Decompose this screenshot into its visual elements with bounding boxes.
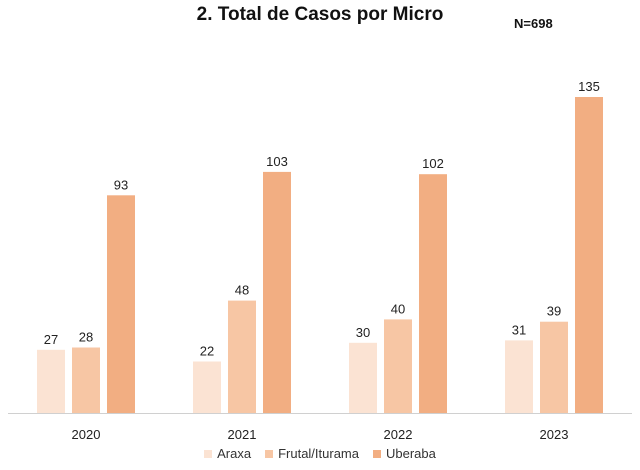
data-label-araxa-2023: 31 bbox=[512, 322, 526, 337]
data-label-frutal-iturama-2020: 28 bbox=[79, 330, 93, 345]
legend-label-uberaba: Uberaba bbox=[386, 446, 436, 461]
bar-uberaba-2020 bbox=[107, 195, 135, 413]
data-label-uberaba-2023: 135 bbox=[578, 79, 600, 94]
legend-label-frutal-iturama: Frutal/Iturama bbox=[278, 446, 359, 461]
data-label-uberaba-2022: 102 bbox=[422, 156, 444, 171]
legend-swatch-araxa bbox=[204, 449, 213, 458]
legend-label-araxa: Araxa bbox=[217, 446, 252, 461]
bar-araxa-2022 bbox=[349, 342, 377, 413]
legend-swatch-frutal-iturama bbox=[265, 449, 274, 458]
data-label-araxa-2020: 27 bbox=[44, 332, 58, 347]
bar-frutal-iturama-2021 bbox=[228, 300, 256, 413]
sample-size-note: N=698 bbox=[514, 16, 553, 31]
bar-frutal-iturama-2020 bbox=[72, 347, 100, 413]
data-label-frutal-iturama-2023: 39 bbox=[547, 304, 561, 319]
x-tick-label-2020: 2020 bbox=[72, 427, 101, 442]
legend-swatch-uberaba bbox=[373, 449, 381, 458]
bar-frutal-iturama-2022 bbox=[384, 319, 412, 413]
data-label-frutal-iturama-2021: 48 bbox=[235, 283, 249, 298]
bar-araxa-2021 bbox=[193, 361, 221, 413]
legend-item-frutal-iturama: Frutal/Iturama bbox=[265, 446, 359, 461]
legend: Araxa Frutal/Iturama Uberaba bbox=[0, 446, 640, 461]
x-tick-label-2021: 2021 bbox=[228, 427, 257, 442]
bar-uberaba-2021 bbox=[263, 171, 291, 413]
data-label-frutal-iturama-2022: 40 bbox=[391, 301, 405, 316]
bar-uberaba-2023 bbox=[575, 97, 603, 413]
bar-frutal-iturama-2023 bbox=[540, 321, 568, 413]
data-label-uberaba-2021: 103 bbox=[266, 154, 288, 169]
x-tick-label-2022: 2022 bbox=[384, 427, 413, 442]
data-label-araxa-2021: 22 bbox=[200, 344, 214, 359]
bar-araxa-2023 bbox=[505, 340, 533, 413]
bar-araxa-2020 bbox=[37, 349, 65, 413]
bar-uberaba-2022 bbox=[419, 174, 447, 413]
legend-item-uberaba: Uberaba bbox=[373, 446, 436, 461]
data-label-araxa-2022: 30 bbox=[356, 325, 370, 340]
x-tick-label-2023: 2023 bbox=[540, 427, 569, 442]
data-label-uberaba-2020: 93 bbox=[114, 177, 128, 192]
chart-title: 2. Total de Casos por Micro bbox=[196, 4, 444, 25]
legend-item-araxa: Araxa bbox=[204, 446, 251, 461]
